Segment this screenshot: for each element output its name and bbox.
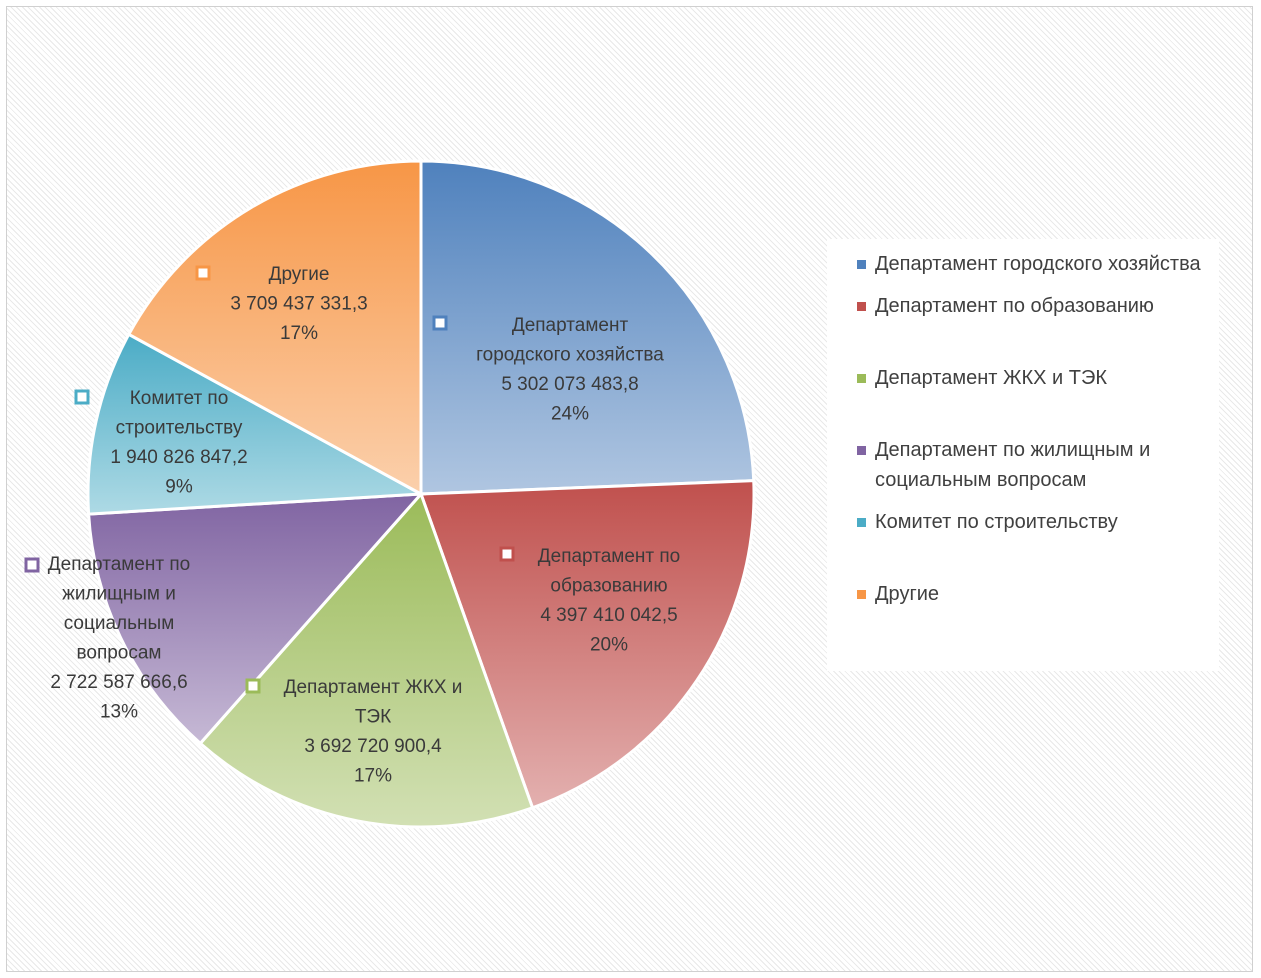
legend-item: Другие <box>857 579 1205 609</box>
label-marker <box>195 265 211 281</box>
data-label: Департамент ЖКХ и ТЭК 3 692 720 900,4 17% <box>245 677 463 787</box>
slice-label-text: Комитет по строительству 1 940 826 847,2 9% <box>110 388 247 498</box>
label-marker <box>245 678 261 694</box>
legend-label: Департамент по образованию <box>875 295 1154 317</box>
pie-slice <box>87 492 425 746</box>
legend-swatch <box>857 260 866 269</box>
chart-area: Департамент городского хозяйства 5 302 073… <box>6 6 1253 972</box>
data-label: Департамент по жилищным и социальным вопрос… <box>24 554 190 723</box>
label-marker <box>24 557 40 573</box>
label-marker <box>432 315 448 331</box>
legend-label: Комитет по строительству <box>875 511 1118 533</box>
slice-label-text: Департамент городского хозяйства 5 302 073… <box>476 315 664 425</box>
legend-swatch <box>857 590 866 599</box>
legend-label: Департамент ЖКХ и ТЭК <box>875 367 1107 389</box>
legend-item: Департамент по жилищным и социальным воп… <box>857 435 1205 495</box>
legend-label: Департамент по жилищным и социальным воп… <box>875 439 1151 491</box>
slice-label-text: Департамент ЖКХ и ТЭК 3 692 720 900,4 17% <box>284 677 463 787</box>
legend-label: Другие <box>875 583 940 605</box>
legend: Департамент городского хозяйства Департам… <box>827 239 1219 671</box>
legend-swatch <box>857 302 866 311</box>
data-label: Комитет по строительству 1 940 826 847,2 9% <box>74 388 248 498</box>
legend-swatch <box>857 518 866 527</box>
legend-item: Департамент ЖКХ и ТЭК <box>857 363 1205 393</box>
slice-label-text: Департамент по жилищным и социальным вопрос… <box>48 554 190 723</box>
legend-item: Комитет по строительству <box>857 507 1205 537</box>
slice-label-text: Департамент по образованию 4 397 410 042,5… <box>538 546 680 656</box>
legend-swatch <box>857 446 866 455</box>
legend-swatch <box>857 374 866 383</box>
label-marker <box>74 389 90 405</box>
pie-slice <box>126 159 423 497</box>
legend-item: Департамент по образованию <box>857 291 1205 321</box>
data-label: Департамент городского хозяйства 5 302 073… <box>432 315 664 425</box>
legend-label: Департамент городского хозяйства <box>875 253 1201 275</box>
pie-slice <box>86 332 427 516</box>
legend-item: Департамент городского хозяйства <box>857 249 1205 279</box>
pie-chart: Департамент городского хозяйства 5 302 073… <box>24 159 756 829</box>
data-label: Другие 3 709 437 331,3 17% <box>195 264 368 344</box>
pie-slice <box>419 159 756 496</box>
label-marker <box>499 546 515 562</box>
slice-label-text: Другие 3 709 437 331,3 17% <box>230 264 367 344</box>
pie-slice <box>198 491 535 829</box>
data-label: Департамент по образованию 4 397 410 042,5… <box>499 546 680 656</box>
